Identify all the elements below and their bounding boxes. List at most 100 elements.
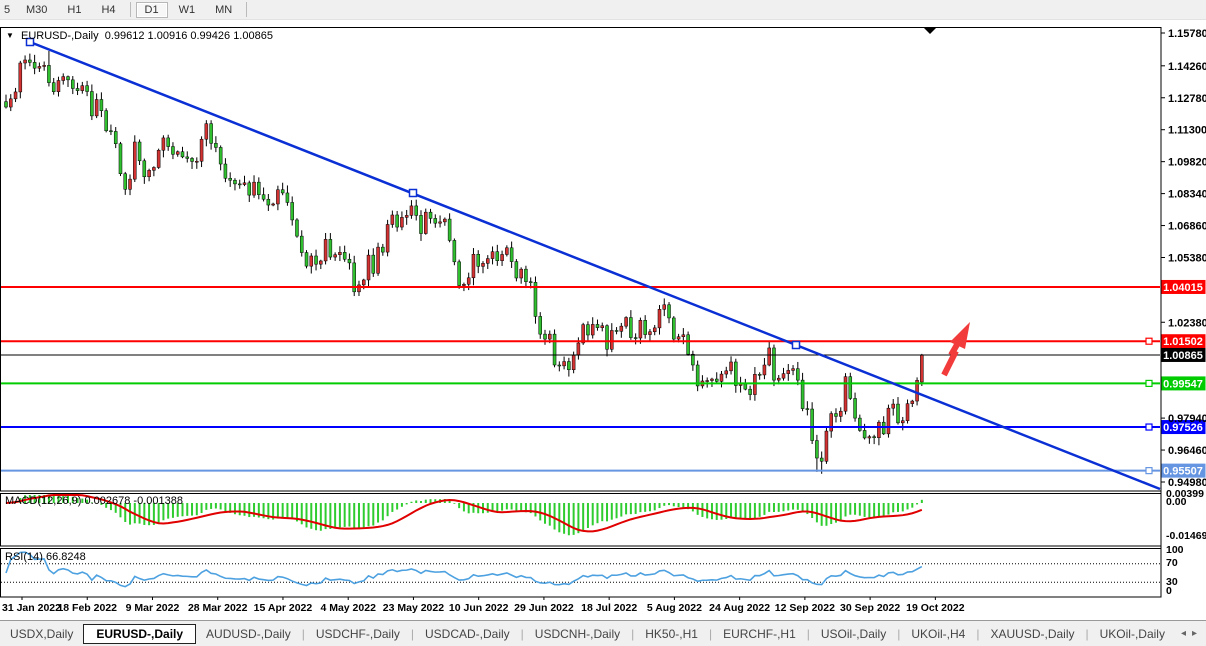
candle-body <box>624 317 628 327</box>
price-label-text: 0.97526 <box>1163 422 1203 434</box>
candle-body <box>271 203 275 206</box>
candle-body <box>571 355 576 370</box>
candle-body <box>18 62 23 93</box>
candle-body <box>667 304 671 319</box>
chart-shift-marker[interactable] <box>924 28 936 34</box>
candle-body <box>877 421 881 438</box>
chart-title-symbol: EURUSD-,Daily <box>20 30 99 42</box>
candle-body <box>648 331 652 335</box>
candle-body <box>385 224 390 253</box>
timeframe-button-5[interactable]: 5 <box>4 3 11 16</box>
tab-xauusd-daily[interactable]: XAUUSD-,Daily <box>990 626 1075 641</box>
candle-body <box>853 398 857 419</box>
descending-trendline[interactable] <box>29 40 1161 491</box>
tab-usdchf-daily[interactable]: USDCHF-,Daily <box>315 626 400 641</box>
candle-body <box>819 457 824 462</box>
arrow-annotation[interactable] <box>941 322 970 377</box>
tab-usoil-daily[interactable]: USOil-,Daily <box>820 626 887 641</box>
tab-eurchf-h1[interactable]: EURCHF-,H1 <box>723 626 796 641</box>
price-label-box <box>1161 463 1206 478</box>
candle-body <box>285 192 290 203</box>
tab-hk50-h1[interactable]: HK50-,H1 <box>645 626 698 641</box>
candle-body <box>218 147 223 165</box>
candle-body <box>452 240 457 263</box>
tab-separator: | <box>301 626 305 641</box>
rsi-axis-tick: 100 <box>1166 544 1184 556</box>
timeframe-button-w1[interactable]: W1 <box>178 3 196 16</box>
candle-body <box>619 325 624 332</box>
chevron-down-icon[interactable]: ▼ <box>6 31 14 40</box>
date-axis-label: 12 Sep 2022 <box>775 602 835 614</box>
timeframe-button-m30[interactable]: M30 <box>26 3 48 16</box>
chart-title-ohlc: 0.99612 1.00916 0.99426 1.00865 <box>104 30 273 42</box>
price-label-box <box>1161 334 1206 349</box>
candle-body <box>390 214 395 225</box>
candle-body <box>576 342 581 356</box>
candle-body <box>4 101 8 108</box>
price-axis-tick: 0.94980 <box>1168 477 1206 489</box>
candle-body <box>237 183 242 186</box>
macd-axis-tick: 0.00 <box>1166 496 1187 508</box>
candle-body <box>90 91 94 117</box>
timeframe-button-h4[interactable]: H4 <box>101 3 116 16</box>
tab-audusd-daily[interactable]: AUDUSD-,Daily <box>206 626 291 641</box>
timeframe-button-d1[interactable]: D1 <box>135 1 168 18</box>
rsi-axis-tick: 30 <box>1166 576 1178 588</box>
candle-body <box>199 138 204 162</box>
candle-body <box>118 143 123 174</box>
candle-body <box>686 334 690 355</box>
tab-separator: | <box>976 626 980 641</box>
candle-body <box>891 403 895 409</box>
candle-body <box>419 215 423 234</box>
candle-body <box>796 368 800 381</box>
candle-body <box>347 258 352 264</box>
tab-eurusd-daily[interactable]: EURUSD-,Daily <box>83 623 197 644</box>
candle-body <box>557 364 562 367</box>
candle-body <box>32 62 37 69</box>
candle-body <box>261 194 266 200</box>
tab-ukoil-daily[interactable]: UKOil-,Daily <box>1099 626 1165 641</box>
price-axis-tick: 1.12780 <box>1168 93 1206 105</box>
candle-body <box>195 160 199 163</box>
candle-body <box>915 380 919 402</box>
rsi-axis-tick: 70 <box>1166 557 1178 569</box>
rsi-panel <box>0 548 1162 598</box>
candle-body <box>490 251 495 259</box>
tabbar-scroll-arrows[interactable]: ◂▸ <box>1180 628 1204 639</box>
candle-body <box>113 131 118 144</box>
price-label-text: 0.99547 <box>1163 378 1203 390</box>
date-axis-label: 30 Sep 2022 <box>840 602 900 614</box>
candle-body <box>734 361 738 386</box>
hline-handle <box>1145 423 1153 431</box>
candle-body <box>433 218 438 224</box>
tab-usdx-daily[interactable]: USDX,Daily <box>10 626 74 641</box>
tab-separator: | <box>897 626 901 641</box>
candle-body <box>47 65 51 83</box>
trendline[interactable] <box>25 37 1161 491</box>
tab-usdcad-daily[interactable]: USDCAD-,Daily <box>424 626 510 641</box>
candle-body <box>562 361 566 367</box>
tab-ukoil-h4[interactable]: UKOil-,H4 <box>911 626 966 641</box>
candle-body <box>233 179 237 185</box>
candle-body <box>896 403 900 424</box>
candle-body <box>223 163 228 179</box>
candle-body <box>133 141 137 180</box>
candle-body <box>590 324 595 336</box>
candle-body <box>252 181 256 196</box>
candle-body <box>319 260 323 265</box>
candle-body <box>652 327 657 333</box>
horizontal-lines[interactable]: 1.04015 1.01502 1.00865 0.99547 0.97526 0.955… <box>1 279 1206 478</box>
tab-usdcnh-daily[interactable]: USDCNH-,Daily <box>534 626 621 641</box>
candle-body <box>548 333 552 340</box>
arrow-head <box>950 322 970 349</box>
price-axis-tick: 0.96460 <box>1168 445 1206 457</box>
tab-separator: | <box>1085 626 1089 641</box>
candle-body <box>123 173 127 190</box>
candle-body <box>328 239 333 258</box>
candle-body <box>190 158 194 162</box>
candle-body <box>85 85 89 92</box>
candle-body <box>495 251 500 261</box>
timeframe-button-mn[interactable]: MN <box>215 3 233 16</box>
candle-body <box>748 388 752 395</box>
timeframe-button-h1[interactable]: H1 <box>67 3 82 16</box>
